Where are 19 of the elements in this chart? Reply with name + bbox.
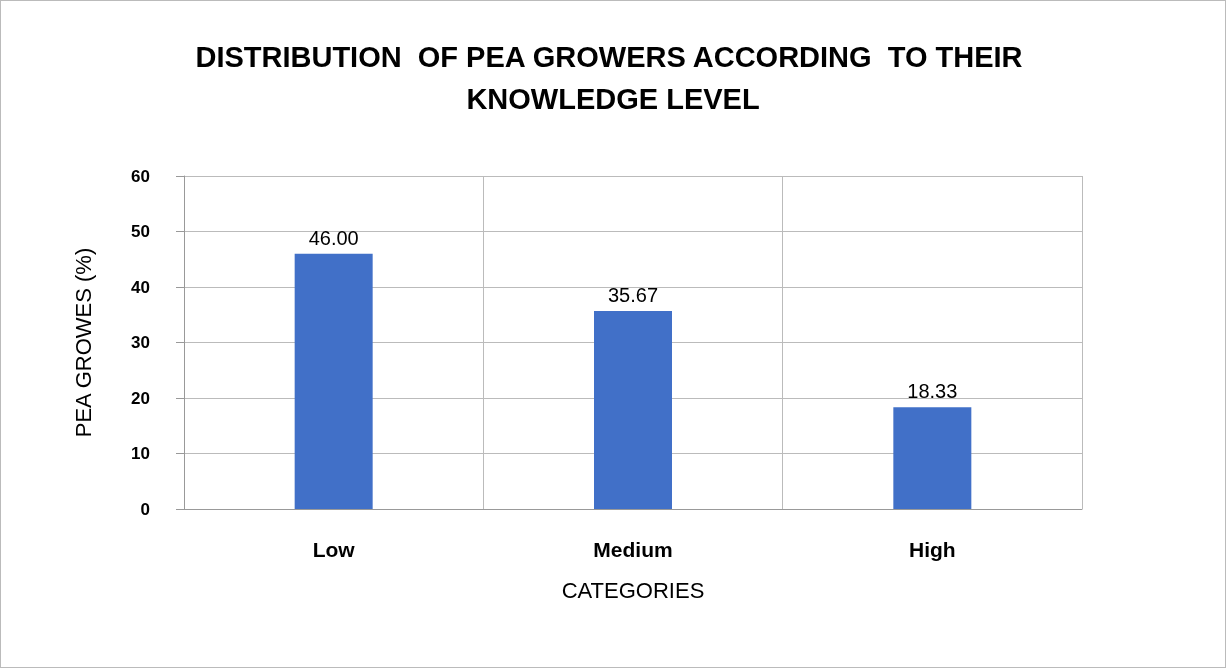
y-tick-label: 10 <box>131 444 150 463</box>
chart-title: DISTRIBUTION OF PEA GROWERS ACCORDING TO THEIR KNOWLEDGE LEVEL <box>195 41 1031 115</box>
data-label: 46.00 <box>308 226 359 249</box>
x-axis-title: CATEGORIES <box>561 577 705 603</box>
y-tick-label: 60 <box>131 166 150 186</box>
y-tick-label: 0 <box>140 499 150 519</box>
y-tick-label: 30 <box>131 333 150 352</box>
bar <box>294 253 373 509</box>
x-tick-label: Low <box>312 538 356 561</box>
x-tick-label: Medium <box>593 538 673 561</box>
bar <box>594 311 672 509</box>
y-tick-label: 40 <box>131 277 150 297</box>
data-label: 18.33 <box>907 380 958 403</box>
data-label: 35.67 <box>607 284 659 307</box>
y-axis-title: PEA GROWES (%) <box>70 247 96 438</box>
y-tick-label: 50 <box>131 222 150 241</box>
x-tick-label: High <box>909 538 956 561</box>
y-tick-label: 20 <box>131 388 150 408</box>
bar <box>893 407 972 509</box>
